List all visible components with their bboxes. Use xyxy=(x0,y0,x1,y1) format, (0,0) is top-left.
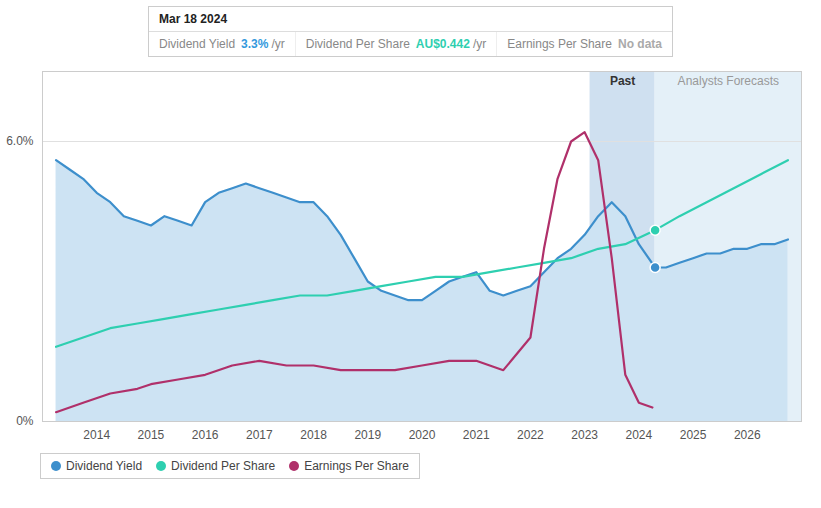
svg-text:2017: 2017 xyxy=(246,428,273,442)
html-text:AU$0.442 /yr: AU$0.442 /yr xyxy=(415,37,487,51)
svg-text:2016: 2016 xyxy=(192,428,219,442)
svg-text:2026: 2026 xyxy=(734,428,761,442)
html-text:Earnings Per Share: Earnings Per Share xyxy=(304,459,409,473)
svg-text:2020: 2020 xyxy=(409,428,436,442)
svg-text:2022: 2022 xyxy=(517,428,544,442)
html-text:Dividend Per Share: Dividend Per Share xyxy=(305,37,410,51)
html-text:Mar 18 2024: Mar 18 2024 xyxy=(159,12,228,26)
svg-text:2015: 2015 xyxy=(138,428,165,442)
html-text:Dividend Yield: Dividend Yield xyxy=(159,37,236,51)
svg-text:2023: 2023 xyxy=(571,428,598,442)
svg-text:0%: 0% xyxy=(16,414,34,428)
svg-text:Analysts Forecasts: Analysts Forecasts xyxy=(678,74,779,88)
svg-text:2018: 2018 xyxy=(300,428,327,442)
svg-text:2024: 2024 xyxy=(626,428,653,442)
svg-text:6.0%: 6.0% xyxy=(6,134,34,148)
svg-text:2021: 2021 xyxy=(463,428,490,442)
html-text:Dividend Per Share: Dividend Per Share xyxy=(171,459,276,473)
html-text:Earnings Per Share: Earnings Per Share xyxy=(507,37,612,51)
svg-text:2019: 2019 xyxy=(354,428,381,442)
svg-text:2025: 2025 xyxy=(680,428,707,442)
html-text:No data: No data xyxy=(618,37,662,51)
html-text:Dividend Yield: Dividend Yield xyxy=(66,459,143,473)
svg-text:2014: 2014 xyxy=(83,428,110,442)
html-text:3.3% /yr: 3.3% /yr xyxy=(241,37,285,51)
svg-text:Past: Past xyxy=(610,74,635,88)
